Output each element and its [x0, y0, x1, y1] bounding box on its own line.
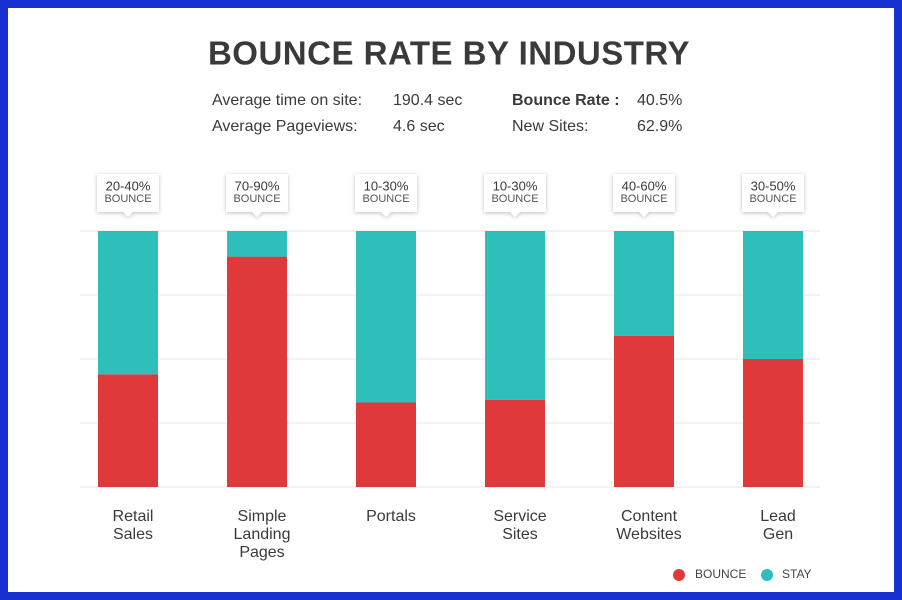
callout-box	[484, 174, 546, 217]
callout-label: BOUNCE	[362, 193, 409, 205]
callout-range: 30-50%	[751, 178, 796, 193]
x-tick-label: Content Websites	[616, 508, 682, 543]
x-tick-label: Portals	[366, 508, 416, 525]
x-tick-label: Retail Sales	[113, 508, 154, 543]
stat-value: 40.5%	[637, 92, 682, 109]
stat-label: Average Pageviews:	[212, 118, 358, 135]
callout-range: 20-40%	[106, 178, 151, 193]
bar-segment	[743, 359, 803, 487]
callout-range: 10-30%	[364, 178, 409, 193]
bar-segment	[98, 231, 158, 375]
callout-range: 40-60%	[622, 178, 667, 193]
callout	[484, 174, 546, 217]
callout-box	[613, 174, 675, 217]
stat-value: 62.9%	[637, 118, 682, 135]
bar-segment	[227, 256, 287, 487]
callout	[355, 174, 417, 217]
callout-box	[97, 174, 159, 217]
legend-swatch	[761, 569, 773, 581]
callout-range: 70-90%	[235, 178, 280, 193]
x-tick-label: Lead Gen	[760, 508, 796, 543]
bar-segment	[98, 374, 158, 487]
bar-segment	[614, 335, 674, 487]
callout-range: 10-30%	[493, 178, 538, 193]
callout-label: BOUNCE	[620, 193, 667, 205]
bar-segment	[485, 399, 545, 487]
callout	[613, 174, 675, 217]
bar-segment	[356, 402, 416, 487]
callout	[742, 174, 804, 217]
callout-label: BOUNCE	[491, 193, 538, 205]
callout-box	[355, 174, 417, 217]
stat-value: 190.4 sec	[393, 92, 462, 109]
stat-label: Average time on site:	[212, 92, 362, 109]
x-tick-label: Service Sites	[493, 508, 546, 543]
legend-label: STAY	[782, 567, 812, 581]
callout-label: BOUNCE	[749, 193, 796, 205]
callout-label: BOUNCE	[104, 193, 151, 205]
legend-swatch	[673, 569, 685, 581]
chart-title: BOUNCE RATE BY INDUSTRY	[208, 35, 690, 72]
callout	[97, 174, 159, 217]
legend-label: BOUNCE	[695, 567, 746, 581]
x-tick-label: Simple Landing Pages	[234, 508, 291, 561]
callout-box	[742, 174, 804, 217]
stat-label: New Sites:	[512, 118, 588, 135]
stat-value: 4.6 sec	[393, 118, 445, 135]
callout	[226, 174, 288, 217]
bar-segment	[485, 231, 545, 400]
stat-label: Bounce Rate :	[512, 92, 620, 109]
bar-segment	[356, 231, 416, 403]
bar-segment	[743, 231, 803, 359]
callout-label: BOUNCE	[233, 193, 280, 205]
callout-box	[226, 174, 288, 217]
bar-segment	[614, 231, 674, 336]
bar-segment	[227, 231, 287, 257]
